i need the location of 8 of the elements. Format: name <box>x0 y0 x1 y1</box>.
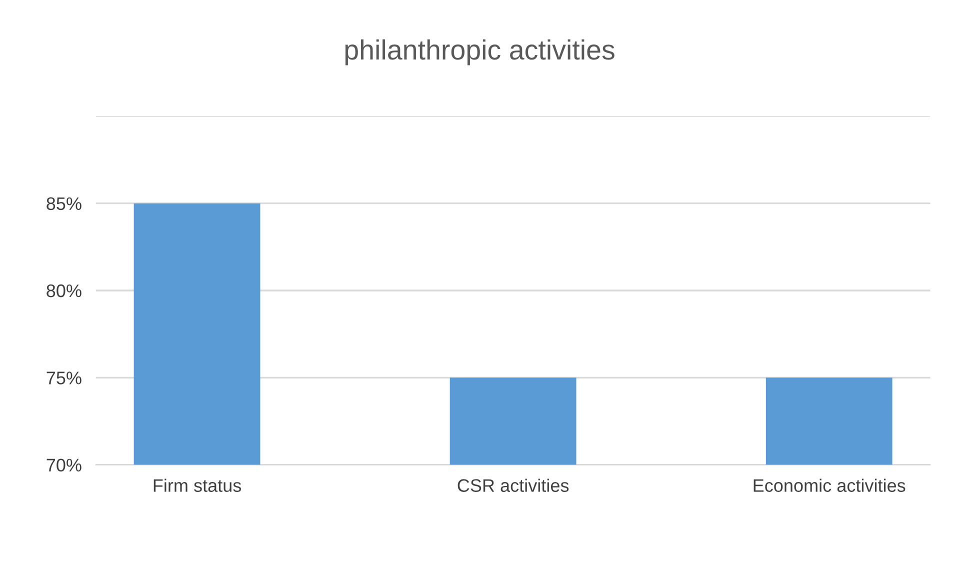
x-tick-label: CSR activities <box>458 478 569 492</box>
y-tick-label: 70% <box>46 458 82 472</box>
x-tick-label: Economic activities <box>754 478 906 492</box>
y-tick-label: 75% <box>46 372 82 384</box>
y-tick-label: 85% <box>46 197 82 210</box>
chart-title: philanthropic activities <box>345 39 614 66</box>
y-tick-label: 80% <box>46 284 82 298</box>
x-tick-label: Firm status <box>154 478 242 492</box>
